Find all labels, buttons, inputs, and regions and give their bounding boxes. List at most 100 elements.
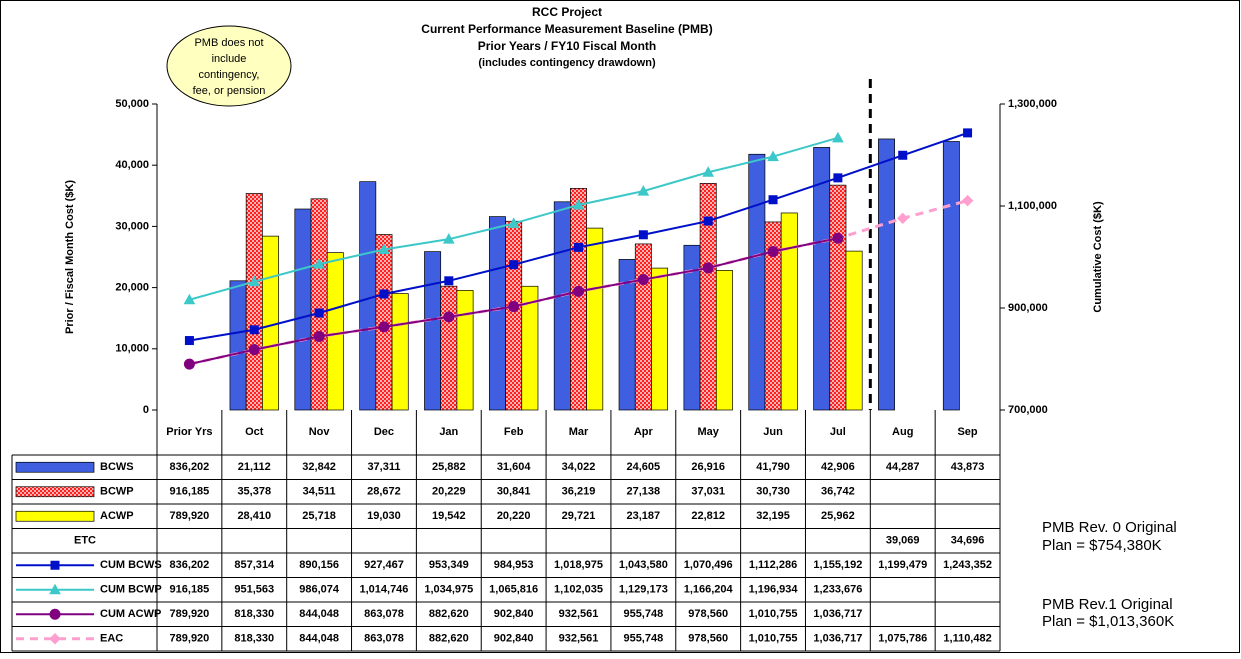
marker (509, 260, 519, 270)
table-cell: 28,672 (367, 486, 401, 498)
y2-tick-label: 1,100,000 (1008, 200, 1057, 212)
marker (444, 276, 454, 286)
table-cell: 19,542 (432, 510, 466, 522)
bar (310, 198, 328, 411)
legend-label: ETC (74, 535, 96, 547)
x-tick-label: Jul (830, 426, 846, 438)
marker (963, 128, 973, 138)
chart-title: Prior Years / FY10 Fiscal Month (478, 39, 657, 53)
marker (573, 285, 584, 297)
table-cell: 1,036,717 (813, 633, 862, 645)
bar (424, 251, 442, 411)
bar (748, 153, 766, 411)
table-cell: 863,078 (364, 633, 404, 645)
table-cell: 1,075,786 (878, 633, 927, 645)
table-cell: 28,410 (237, 510, 271, 522)
bar (651, 267, 669, 411)
bar (359, 181, 377, 411)
table-cell: 22,812 (691, 510, 725, 522)
table-cell: 932,561 (559, 608, 599, 620)
marker (832, 232, 844, 244)
note: Plan = $1,013,360K (1042, 613, 1174, 630)
table-cell: 857,314 (234, 559, 275, 571)
bar (245, 193, 263, 411)
table-cell: 1,065,816 (489, 584, 538, 596)
bar (845, 250, 863, 411)
table-cell: 978,560 (688, 608, 728, 620)
table-cell: 986,074 (299, 584, 340, 596)
marker (637, 185, 650, 196)
legend-label: CUM BCWS (100, 559, 162, 571)
x-tick-label: Apr (634, 426, 654, 438)
marker (703, 216, 713, 226)
y-tick-label: 50,000 (115, 98, 149, 110)
y-tick-label: 0 (143, 404, 149, 416)
bar (505, 220, 523, 411)
marker (183, 358, 195, 370)
table-cell: 44,287 (886, 461, 920, 473)
table-cell: 20,229 (432, 486, 466, 498)
bar (829, 184, 847, 411)
table-cell: 20,220 (497, 510, 531, 522)
table-cell: 43,873 (951, 461, 985, 473)
table-cell: 1,196,934 (749, 584, 799, 596)
table-cell: 1,018,975 (554, 559, 603, 571)
table-cell: 37,031 (691, 486, 725, 498)
legend-marker (49, 583, 61, 595)
table-cell: 21,112 (238, 461, 271, 473)
table-cell: 25,882 (432, 461, 466, 473)
legend-marker (50, 560, 60, 570)
x-tick-label: Nov (309, 426, 331, 438)
table-cell: 836,202 (170, 461, 210, 473)
table-cell: 26,916 (691, 461, 725, 473)
table-cell: 34,696 (951, 535, 985, 547)
marker (507, 217, 520, 228)
x-tick-label: Sep (957, 426, 977, 438)
marker (574, 242, 583, 252)
x-tick-label: Oct (245, 426, 264, 438)
table-cell: 1,110,482 (943, 633, 991, 645)
x-tick-label: Feb (504, 426, 524, 438)
bar (813, 147, 831, 411)
table-cell: 29,721 (562, 510, 596, 522)
table-cell: 902,840 (494, 633, 534, 645)
table-cell: 1,070,496 (684, 559, 733, 571)
table-cell: 836,202 (170, 559, 210, 571)
table-cell: 951,563 (234, 584, 274, 596)
table-cell: 1,129,173 (619, 584, 668, 596)
table-cell: 863,078 (364, 608, 404, 620)
marker (768, 195, 778, 205)
chart-title: Current Performance Measurement Baseline… (421, 22, 712, 36)
bar (294, 208, 312, 411)
table-cell: 902,840 (494, 608, 534, 620)
table-cell: 932,561 (559, 633, 599, 645)
x-tick-label: Mar (569, 426, 589, 438)
table-cell: 1,014,746 (359, 584, 408, 596)
legend-label: ACWP (100, 510, 134, 522)
bar (878, 138, 895, 411)
table-cell: 844,048 (299, 608, 339, 620)
table-cell: 1,233,676 (813, 584, 862, 596)
table-cell: 1,112,286 (749, 559, 797, 571)
bar (942, 141, 960, 411)
marker (572, 198, 585, 210)
legend-key (15, 461, 95, 473)
bar (521, 285, 539, 411)
table-cell: 978,560 (688, 633, 728, 645)
bar (440, 285, 458, 411)
legend-marker (49, 633, 61, 645)
note: PMB Rev.1 Original (1042, 596, 1173, 613)
marker (898, 150, 908, 160)
table-cell: 955,748 (623, 608, 663, 620)
marker (314, 308, 324, 318)
bar (715, 270, 733, 411)
marker (379, 289, 389, 299)
table-cell: 31,604 (497, 461, 532, 473)
y2-tick-label: 900,000 (1008, 302, 1048, 314)
table-cell: 890,156 (299, 559, 339, 571)
table-cell: 23,187 (627, 510, 661, 522)
table-cell: 27,138 (627, 486, 661, 498)
table-cell: 789,920 (170, 510, 210, 522)
table-cell: 34,511 (303, 486, 336, 498)
